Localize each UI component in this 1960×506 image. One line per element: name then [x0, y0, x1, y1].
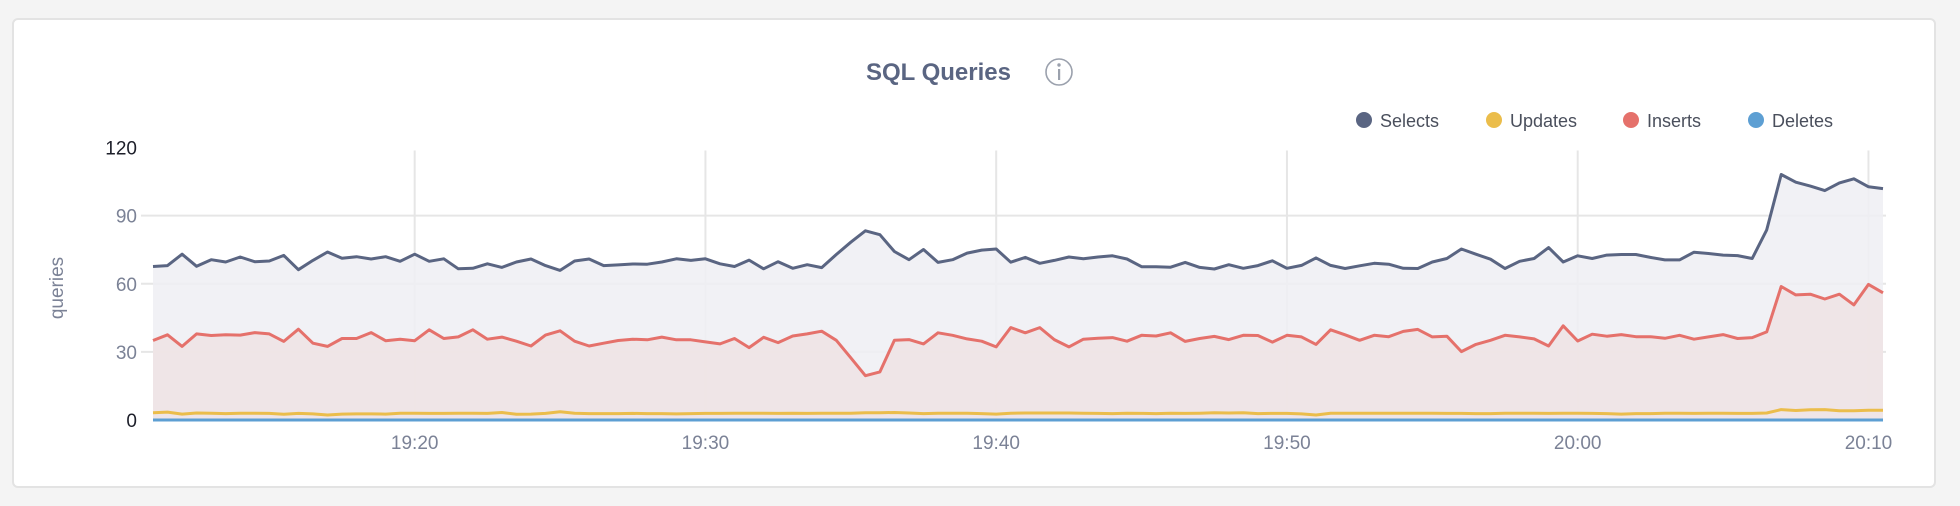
legend-dot-icon — [1748, 112, 1764, 128]
info-circle-icon[interactable] — [1045, 58, 1073, 86]
legend-dot-icon — [1623, 112, 1639, 128]
legend-dot-icon — [1356, 112, 1372, 128]
series-inserts — [152, 282, 1884, 378]
legend: Selects Updates Inserts Deletes — [1356, 111, 1833, 131]
y-axis: 0 30 60 90 120 — [105, 139, 137, 433]
legend-dot-icon — [1486, 112, 1502, 128]
legend-label: Updates — [1510, 111, 1577, 131]
y-tick-label: 60 — [116, 275, 137, 296]
x-tick-label: 20:10 — [1845, 433, 1893, 454]
x-tick-label: 19:20 — [391, 433, 439, 454]
legend-item-updates[interactable]: Updates — [1486, 111, 1577, 131]
series-areas — [153, 174, 1883, 420]
legend-item-selects[interactable]: Selects — [1356, 111, 1439, 131]
x-tick-label: 19:50 — [1263, 433, 1311, 454]
area-inserts — [153, 284, 1883, 420]
x-tick-label: 20:00 — [1554, 433, 1602, 454]
legend-label: Selects — [1380, 111, 1439, 131]
x-axis: 19:20 19:30 19:40 19:50 20:00 20:10 — [391, 433, 1892, 454]
legend-label: Inserts — [1647, 111, 1701, 131]
y-tick-label: 0 — [126, 411, 137, 432]
y-tick-label: 120 — [105, 139, 137, 160]
line-selects[interactable] — [152, 173, 1884, 272]
series-lines — [152, 173, 1884, 422]
legend-item-inserts[interactable]: Inserts — [1623, 111, 1701, 131]
series-updates — [152, 408, 1883, 417]
y-axis-label: queries — [47, 257, 68, 319]
line-inserts[interactable] — [152, 282, 1884, 378]
y-tick-label: 30 — [116, 343, 137, 364]
series-selects — [152, 173, 1884, 272]
x-tick-label: 19:30 — [682, 433, 730, 454]
legend-label: Deletes — [1772, 111, 1833, 131]
y-tick-label: 90 — [116, 207, 137, 228]
line-updates[interactable] — [152, 408, 1883, 417]
x-tick-label: 19:40 — [972, 433, 1020, 454]
legend-item-deletes[interactable]: Deletes — [1748, 111, 1833, 131]
chart-title: SQL Queries — [866, 59, 1011, 86]
